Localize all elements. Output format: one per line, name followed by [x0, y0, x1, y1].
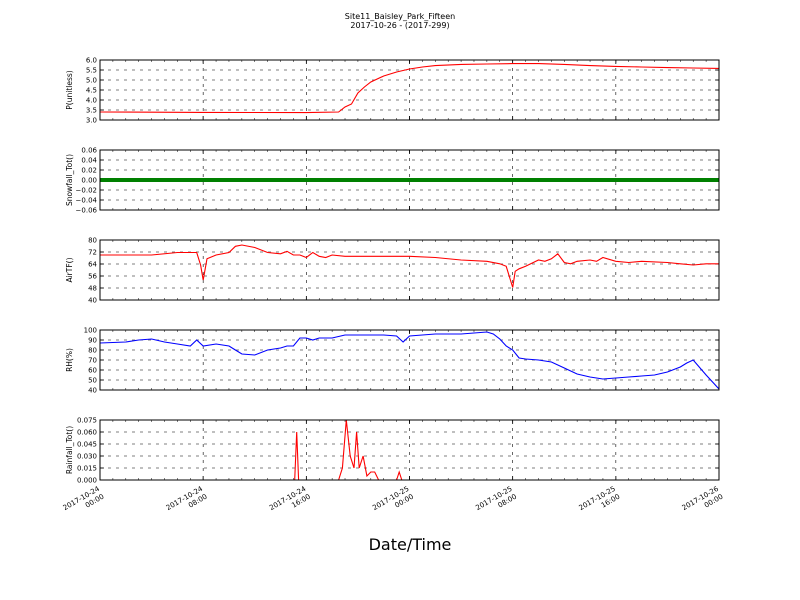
chart-title: Site11_Baisley_Park_Fifteen	[345, 12, 455, 21]
x-axis-label: Date/Time	[369, 535, 452, 554]
y-tick-label: −0.02	[76, 187, 97, 195]
panel-1: −0.06 −0.04 −0.02 0.00 0.02 0.04 0.06 Snowfall_…	[65, 147, 720, 215]
x-tick-label: 2017-10-2416:00	[268, 485, 312, 520]
y-tick-label: 80	[88, 237, 97, 245]
y-tick-label: 100	[84, 327, 97, 335]
y-tick-label: 0.02	[81, 167, 97, 175]
y-tick-label: 72	[88, 249, 97, 257]
y-axis-label: RH(%)	[65, 348, 74, 372]
y-tick-label: 4.0	[86, 97, 97, 105]
y-tick-label: 0.015	[77, 465, 97, 473]
y-tick-label: 48	[88, 285, 97, 293]
y-tick-label: 3.5	[86, 107, 97, 115]
y-tick-label: 6.0	[86, 57, 97, 65]
y-tick-label: −0.04	[76, 197, 98, 205]
plot-frame	[99, 239, 720, 301]
y-tick-label: 80	[88, 347, 97, 355]
x-tick-label: 2017-10-2600:00	[681, 485, 725, 520]
series-line-0-0	[99, 63, 720, 114]
panel-4: 0.000 0.015 0.030 0.045 0.060 0.075Rainfall_T…	[65, 417, 720, 485]
chart-subtitle: 2017-10-26 - (2017-299)	[350, 21, 449, 30]
x-tick-label: 2017-10-2500:00	[371, 485, 415, 520]
plot-frame	[99, 329, 720, 391]
panel-0: 3.0 3.5 4.0 4.5 5.0 5.5 6.0 P(unitless)	[65, 57, 720, 125]
y-axis-label: AirTF()	[65, 257, 74, 282]
y-axis-label: Snowfall_Tot()	[65, 154, 74, 206]
series-line-3-0	[99, 331, 720, 390]
y-tick-label: 3.0	[86, 117, 97, 125]
series-line-2-0	[100, 244, 719, 288]
y-axis-label: Rainfall_Tot()	[65, 426, 74, 474]
y-tick-label: 40	[88, 297, 97, 305]
panel-3: 40 50 60 70 80 90 100 RH(%)	[65, 327, 720, 395]
y-tick-label: 0.00	[81, 177, 97, 185]
x-tick-label: 2017-10-2408:00	[165, 485, 209, 520]
x-tick-label: 2017-10-2516:00	[578, 485, 622, 520]
y-tick-label: 0.030	[77, 453, 97, 461]
y-tick-label: 0.000	[77, 477, 97, 485]
y-tick-label: 5.5	[86, 67, 97, 75]
y-tick-label: 5.0	[86, 77, 97, 85]
y-tick-label: 56	[88, 273, 97, 281]
series-line-4-0	[100, 419, 719, 481]
plot-frame	[99, 149, 720, 211]
x-tick-label: 2017-10-2508:00	[474, 485, 518, 520]
plot-frame	[99, 59, 720, 121]
y-axis-label: P(unitless)	[65, 70, 74, 109]
y-tick-label: 70	[88, 357, 97, 365]
plot-frame	[99, 419, 720, 481]
y-tick-label: 64	[88, 261, 97, 269]
y-tick-label: −0.06	[76, 207, 98, 215]
y-tick-label: 0.04	[81, 157, 97, 165]
x-tick-label: 2017-10-2400:00	[62, 485, 106, 520]
y-tick-label: 0.060	[77, 429, 97, 437]
y-tick-label: 0.075	[77, 417, 97, 425]
y-tick-label: 0.045	[77, 441, 97, 449]
y-tick-label: 50	[88, 377, 97, 385]
y-tick-label: 4.5	[86, 87, 97, 95]
y-tick-label: 60	[88, 367, 97, 375]
y-tick-label: 40	[88, 387, 97, 395]
y-tick-label: 90	[88, 337, 97, 345]
panel-2: 40 48 56 64 72 80 AirTF()	[65, 237, 720, 305]
y-tick-label: 0.06	[81, 147, 97, 155]
